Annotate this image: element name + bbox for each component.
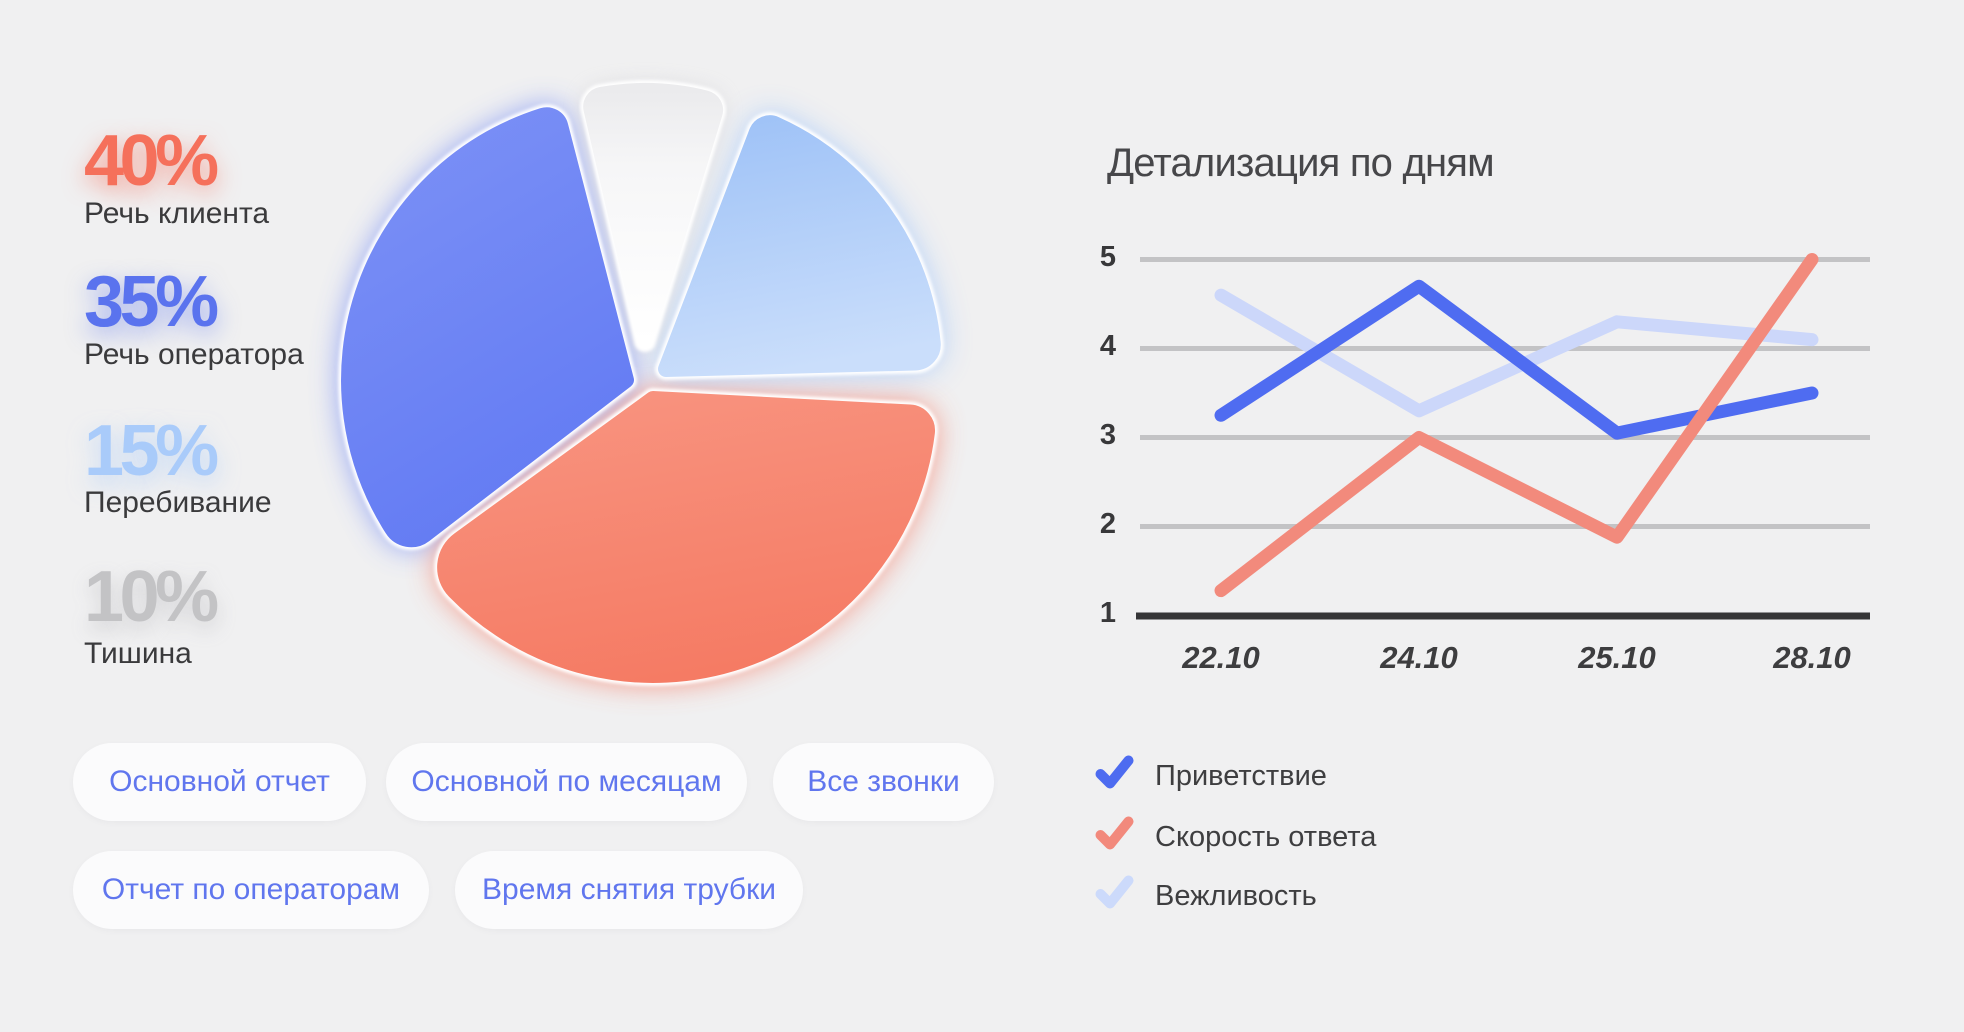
svg-text:24.10: 24.10: [1379, 640, 1458, 675]
svg-text:1: 1: [1100, 597, 1116, 629]
svg-text:3: 3: [1100, 419, 1116, 451]
svg-text:28.10: 28.10: [1772, 640, 1851, 675]
svg-text:4: 4: [1100, 330, 1116, 362]
svg-text:5: 5: [1100, 241, 1116, 273]
svg-text:2: 2: [1100, 508, 1116, 540]
svg-text:25.10: 25.10: [1577, 640, 1656, 675]
svg-text:22.10: 22.10: [1181, 640, 1260, 675]
